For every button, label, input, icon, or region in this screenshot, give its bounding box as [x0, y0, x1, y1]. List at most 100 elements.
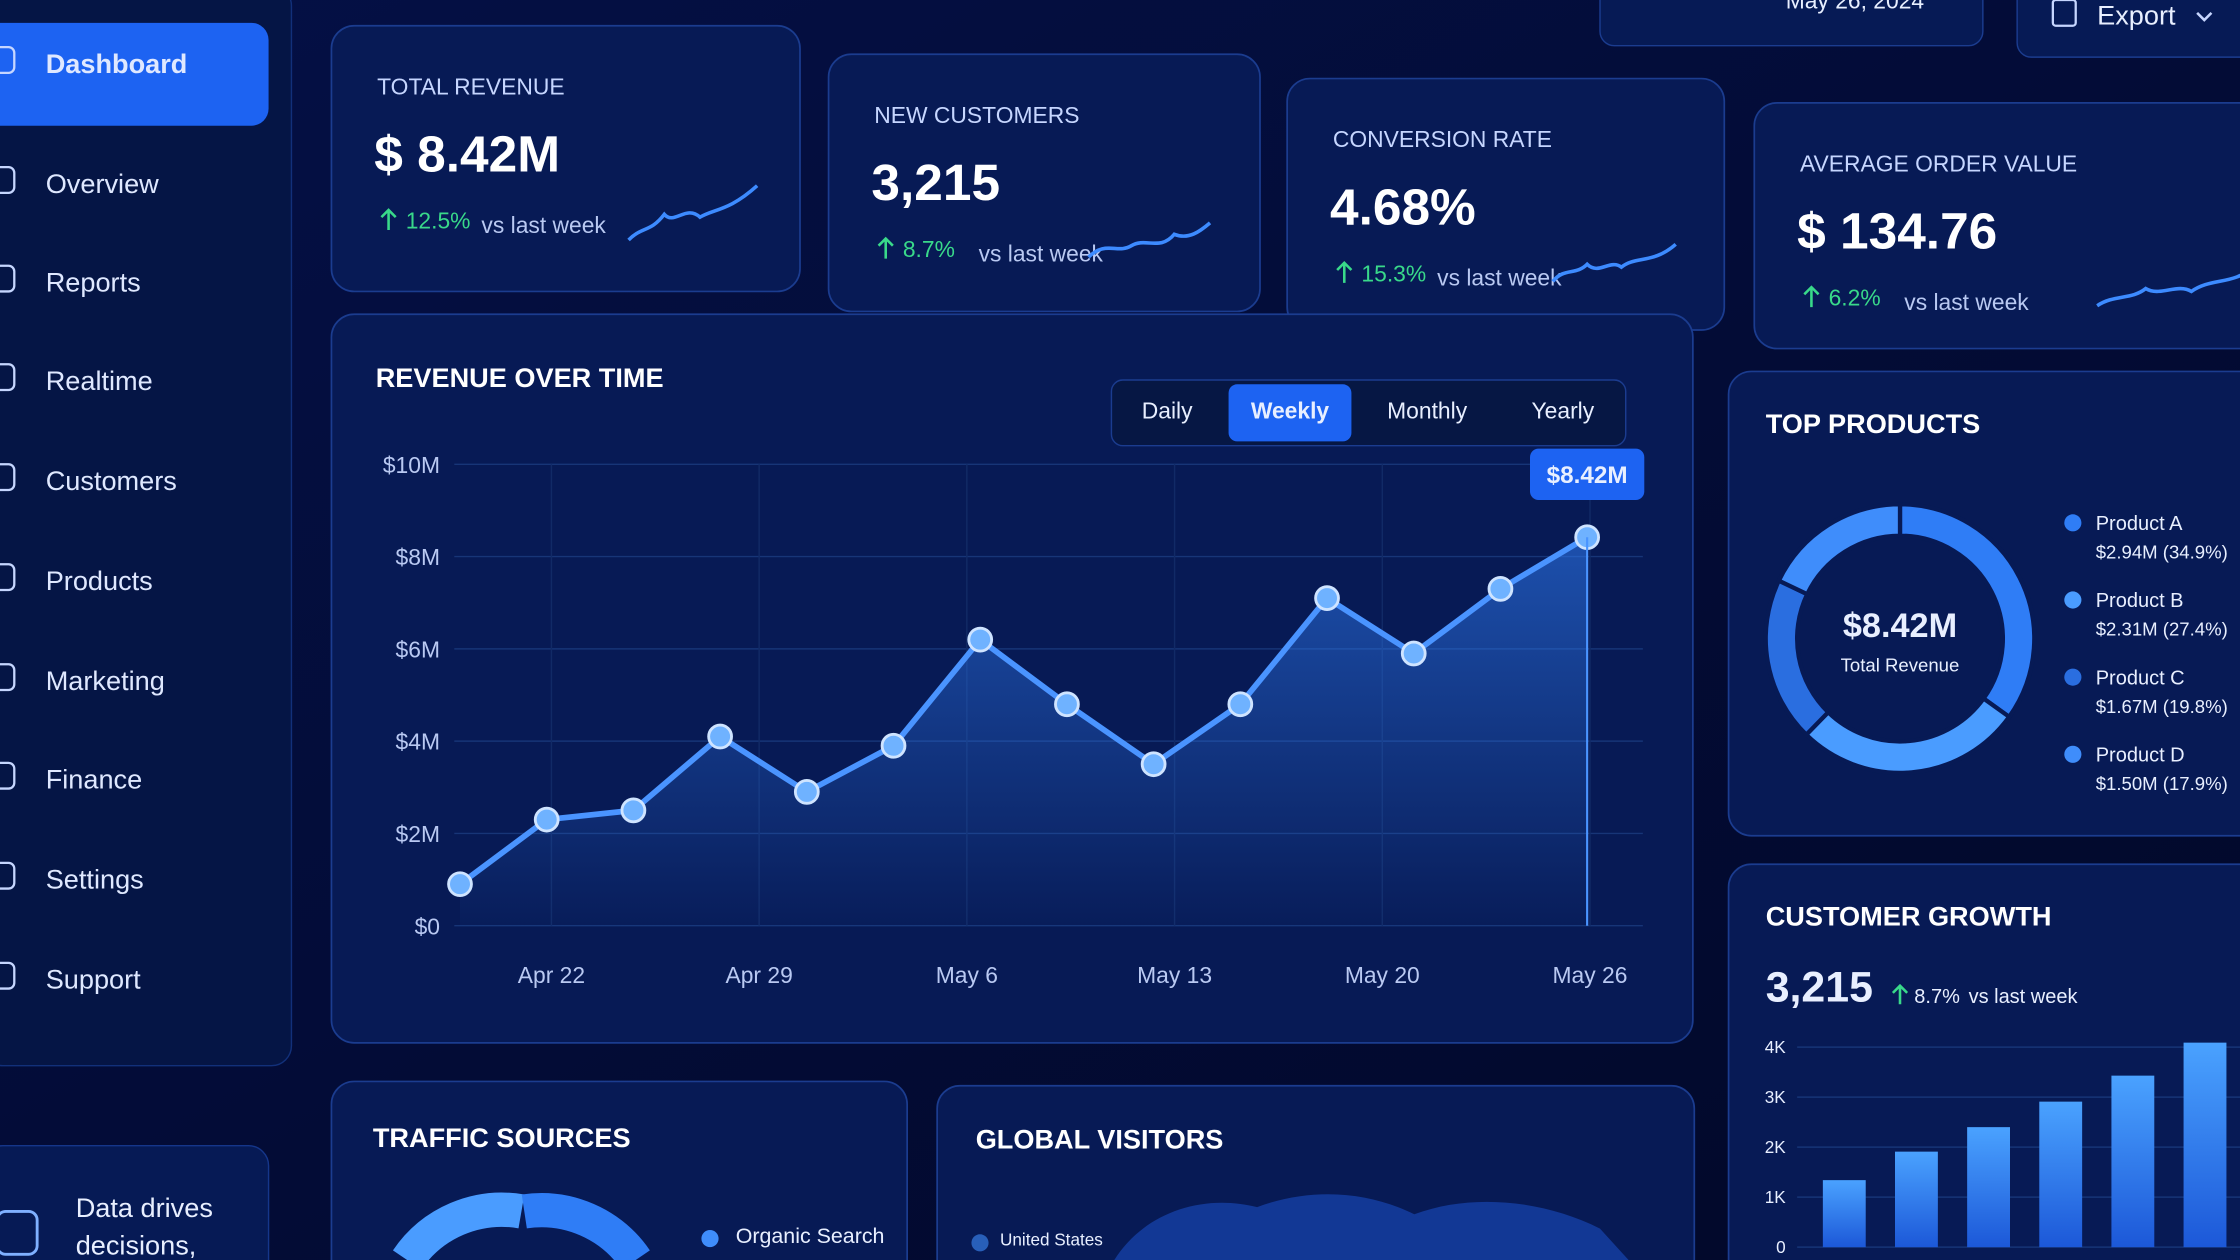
kpi-row: TOTAL REVENUE $ 8.42M 12.5% vs last week NEW… [330, 24, 2240, 350]
nav-item[interactable]: Realtime [46, 365, 153, 396]
point [1227, 691, 1254, 718]
donut-center-label: Total Revenue [1841, 654, 1960, 675]
legend-label: Product C [2096, 667, 2185, 689]
nav-icon [0, 861, 16, 890]
traffic-donut [521, 1193, 650, 1260]
y-tick-label: $4M [396, 729, 440, 755]
kpi-comparison: vs last week [1437, 265, 1562, 291]
panel-title: CUSTOMER GROWTH [1766, 901, 2052, 932]
promo-text: decisions, [76, 1229, 197, 1260]
kpi-value: $ 134.76 [1797, 202, 1997, 260]
legend-label: Organic Search [736, 1224, 885, 1248]
kpi-comparison: vs last week [481, 212, 606, 238]
export-button[interactable] [2016, 0, 2240, 58]
nav-item[interactable]: Products [46, 565, 153, 596]
sparkline [627, 184, 759, 242]
export-label: Export [2097, 0, 2176, 30]
x-tick-label: Apr 29 [725, 962, 792, 988]
world-map [1114, 1194, 1629, 1260]
line [458, 534, 1589, 887]
point [1140, 751, 1167, 778]
point [707, 723, 733, 750]
y-tick-label: 3K [1765, 1087, 1787, 1107]
nav-icon [0, 166, 16, 194]
legend-dot [971, 1234, 989, 1252]
up-arrow [877, 236, 894, 259]
bar [1967, 1127, 2010, 1248]
legend-label: Product B [2096, 590, 2184, 612]
nav-item[interactable]: Finance [46, 764, 143, 795]
y-tick-label: $0 [415, 913, 440, 939]
nav-icon [0, 463, 16, 492]
traffic-donut [392, 1192, 525, 1260]
legend-dot [701, 1230, 719, 1248]
legend-label: United States [1000, 1230, 1103, 1250]
kpi-change: 6.2% [1829, 285, 1881, 311]
tab-label: Daily [1142, 398, 1193, 424]
y-tick-label: $10M [383, 452, 440, 478]
point [967, 626, 994, 653]
panel-title: TRAFFIC SOURCES [373, 1122, 631, 1153]
kpi-value: $ 8.42M [374, 124, 560, 182]
growth-change: 8.7% [1914, 986, 1960, 1008]
legend-dot [2064, 668, 2082, 686]
nav-icon [0, 663, 16, 692]
promo-card [0, 1145, 270, 1260]
area [460, 537, 1588, 926]
value-label: $8.42M [1547, 462, 1628, 489]
donut-slice [1775, 502, 1903, 598]
nav-item[interactable]: Support [46, 964, 141, 995]
top-products-panel [1727, 370, 2240, 837]
value-tag [1530, 448, 1645, 501]
x-tick-label: May 13 [1137, 962, 1212, 988]
tab-label: Weekly [1251, 398, 1330, 424]
growth-chart: 0 1K 2K 3K 4K [1765, 1037, 2240, 1257]
promo-text: Data drives [76, 1192, 213, 1223]
up-arrow [380, 208, 397, 230]
up-arrow [1891, 983, 1909, 1005]
bar [1822, 1180, 1866, 1248]
legend-value: $2.31M (27.4%) [2096, 619, 2228, 640]
panel-title: GLOBAL VISITORS [976, 1124, 1224, 1155]
up-arrow [1336, 261, 1353, 283]
nav-item[interactable]: Customers [46, 465, 177, 496]
y-tick-label: 2K [1765, 1137, 1787, 1157]
nav-item[interactable]: Reports [46, 266, 141, 297]
kpi-card [1753, 102, 2240, 350]
point [533, 806, 560, 833]
y-tick-label: 4K [1765, 1037, 1787, 1057]
y-tick-label: $6M [396, 636, 440, 662]
active-nav-bg [0, 22, 269, 126]
nav-item[interactable]: Dashboard [46, 48, 188, 79]
bar [2039, 1101, 2083, 1248]
y-tick-label: 0 [1776, 1237, 1786, 1257]
legend-label: Product A [2096, 513, 2183, 535]
nav-item[interactable]: Marketing [46, 665, 165, 696]
revenue-chart: $0 $2M $4M $6M $8M $10M Apr 22 Apr 29 May 6 May 1… [383, 448, 1645, 988]
date-range-text: May 26, 2024 [1786, 0, 1925, 14]
panel-title: TOP PRODUCTS [1766, 408, 1981, 439]
tab[interactable] [1228, 384, 1352, 442]
kpi-label: AVERAGE ORDER VALUE [1800, 150, 2077, 176]
export-icon [2051, 0, 2077, 27]
nav-item[interactable]: Settings [46, 864, 144, 895]
sparkline [1551, 242, 1677, 283]
chevron [2196, 11, 2213, 22]
donut-center-value: $8.42M [1843, 607, 1957, 645]
panel-title: REVENUE OVER TIME [376, 362, 664, 393]
bar [2183, 1042, 2227, 1248]
kpi-change: 8.7% [903, 236, 955, 262]
legend-dot [2064, 514, 2082, 532]
y-tick-label: $2M [396, 821, 440, 847]
point [1487, 576, 1514, 602]
growth-comparison: vs last week [1969, 986, 2079, 1008]
kpi-change: 15.3% [1361, 260, 1426, 286]
promo-icon [0, 1210, 39, 1256]
legend-value: $1.67M (19.8%) [2096, 696, 2228, 717]
nav-item[interactable]: Overview [46, 168, 159, 199]
sparkline [2096, 273, 2240, 308]
date-range[interactable] [1599, 0, 1984, 47]
nav-icon [0, 961, 16, 990]
point [620, 797, 647, 824]
